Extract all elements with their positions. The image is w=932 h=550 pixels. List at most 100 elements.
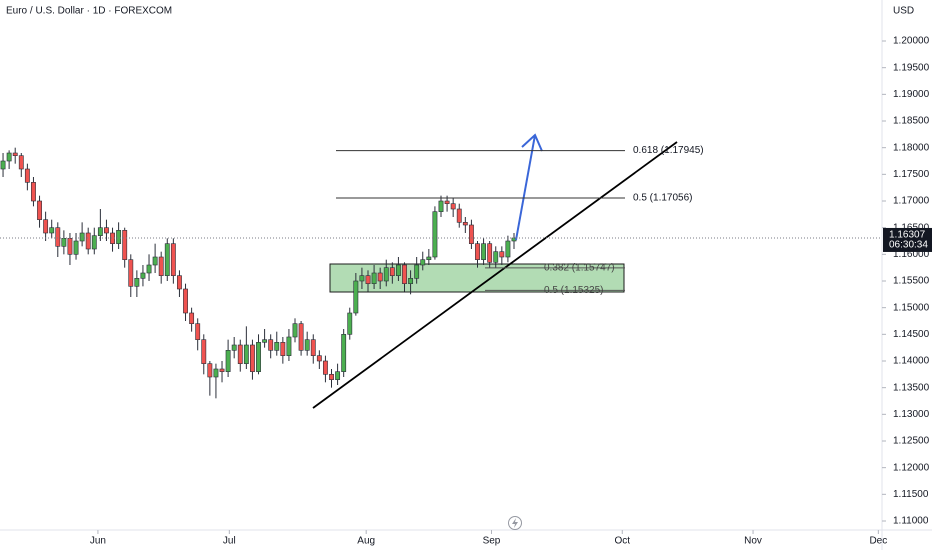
candle-body [347,312,353,335]
fib-label: 0.5 (1.15325) [544,285,604,296]
candle-body [189,312,195,324]
candle-body [146,264,152,274]
candle-body [444,200,450,204]
candle-body [450,203,456,210]
candle-body [91,235,97,250]
candle-body [462,222,468,226]
candle-body [402,264,407,284]
x-tick-label: Sep [483,536,501,547]
candle-body [134,278,140,287]
candle-body [6,152,12,162]
candle-body [219,368,225,372]
candle-body [55,227,61,247]
candle-body [353,280,359,314]
y-tick-label: 1.16500 [893,222,930,233]
x-tick-label: Jun [90,536,106,547]
candle-body [262,339,268,343]
candle-body [37,200,42,220]
candle-body [243,344,249,364]
candle-body [468,224,474,244]
y-tick-label: 1.13000 [893,409,930,420]
candle-body [158,256,164,276]
candle-body [225,350,231,372]
candle-body [256,342,261,372]
candle-body [499,251,505,258]
icon-circle[interactable] [508,516,522,530]
candle-body [164,243,170,276]
replay-icon[interactable] [508,516,522,530]
candle-body [183,288,188,314]
candle-body [322,360,328,375]
candle-body [286,336,292,356]
candle-body [274,342,280,351]
fib-label: 0.5 (1.17056) [633,193,693,204]
candle-body [237,344,243,364]
candle-body [116,230,122,244]
candle-body [456,208,462,223]
y-tick-label: 1.15500 [893,276,930,287]
x-tick-label: Oct [614,536,630,547]
last-price-label: 1.16307 [889,230,926,241]
candle-body [420,259,426,266]
fib-label: 0.618 (1.17945) [633,145,704,156]
y-tick-label: 1.14000 [893,356,930,367]
x-tick-label: Dec [869,536,887,547]
candle-body [140,272,146,279]
candle-body [389,267,395,276]
candle-body [341,334,347,372]
candle-body [335,371,341,380]
candle-body [432,211,438,258]
y-tick-label: 1.20000 [893,36,930,47]
candle-body [438,200,444,212]
candle-body [152,256,158,266]
x-tick-label: Nov [744,536,762,547]
candle-body [67,238,73,255]
candle-body [24,168,30,183]
candle-body [122,230,128,260]
candle-body [329,374,334,380]
arrow-head [521,133,543,152]
y-tick-label: 1.18500 [893,116,930,127]
candle-body [493,251,499,263]
y-tick-label: 1.11000 [893,516,929,527]
trend-line [312,141,678,409]
candle-body [18,155,24,170]
candle-body [475,243,480,260]
y-tick-label: 1.12500 [893,436,930,447]
fib-label: 0.382 (1.15747) [544,262,615,273]
candle-body [79,232,85,242]
candle-body [12,152,18,156]
chart-title: Euro / U.S. Dollar · 1D · FOREXCOM [6,6,172,17]
candle-body [195,323,201,340]
y-tick-label: 1.19000 [893,89,930,100]
candle-body [31,182,36,202]
candle-body [298,323,304,351]
candle-body [201,339,207,364]
candles [0,147,517,399]
candle-body [292,323,298,338]
currency-label: USD [893,6,914,17]
candle-body [207,363,213,378]
candle-body [395,264,401,276]
candle-body [231,344,237,351]
candle-body [213,368,219,378]
candle-body [426,256,432,260]
y-tick-label: 1.14500 [893,329,930,340]
candle-body [0,160,6,170]
candle-body [43,219,49,234]
icon-bolt[interactable] [512,518,518,528]
candle-body [414,264,420,279]
candle-body [487,243,493,263]
candle-body [505,240,511,258]
candle-body [104,227,109,234]
candle-body [304,339,310,351]
candle-body [49,227,55,234]
candle-body [383,267,389,282]
candle-body [268,339,274,351]
candle-body [408,278,414,284]
candle-body [365,275,371,284]
arrow-shaft [515,134,536,241]
candle-body [170,243,176,276]
candle-body [371,272,377,284]
